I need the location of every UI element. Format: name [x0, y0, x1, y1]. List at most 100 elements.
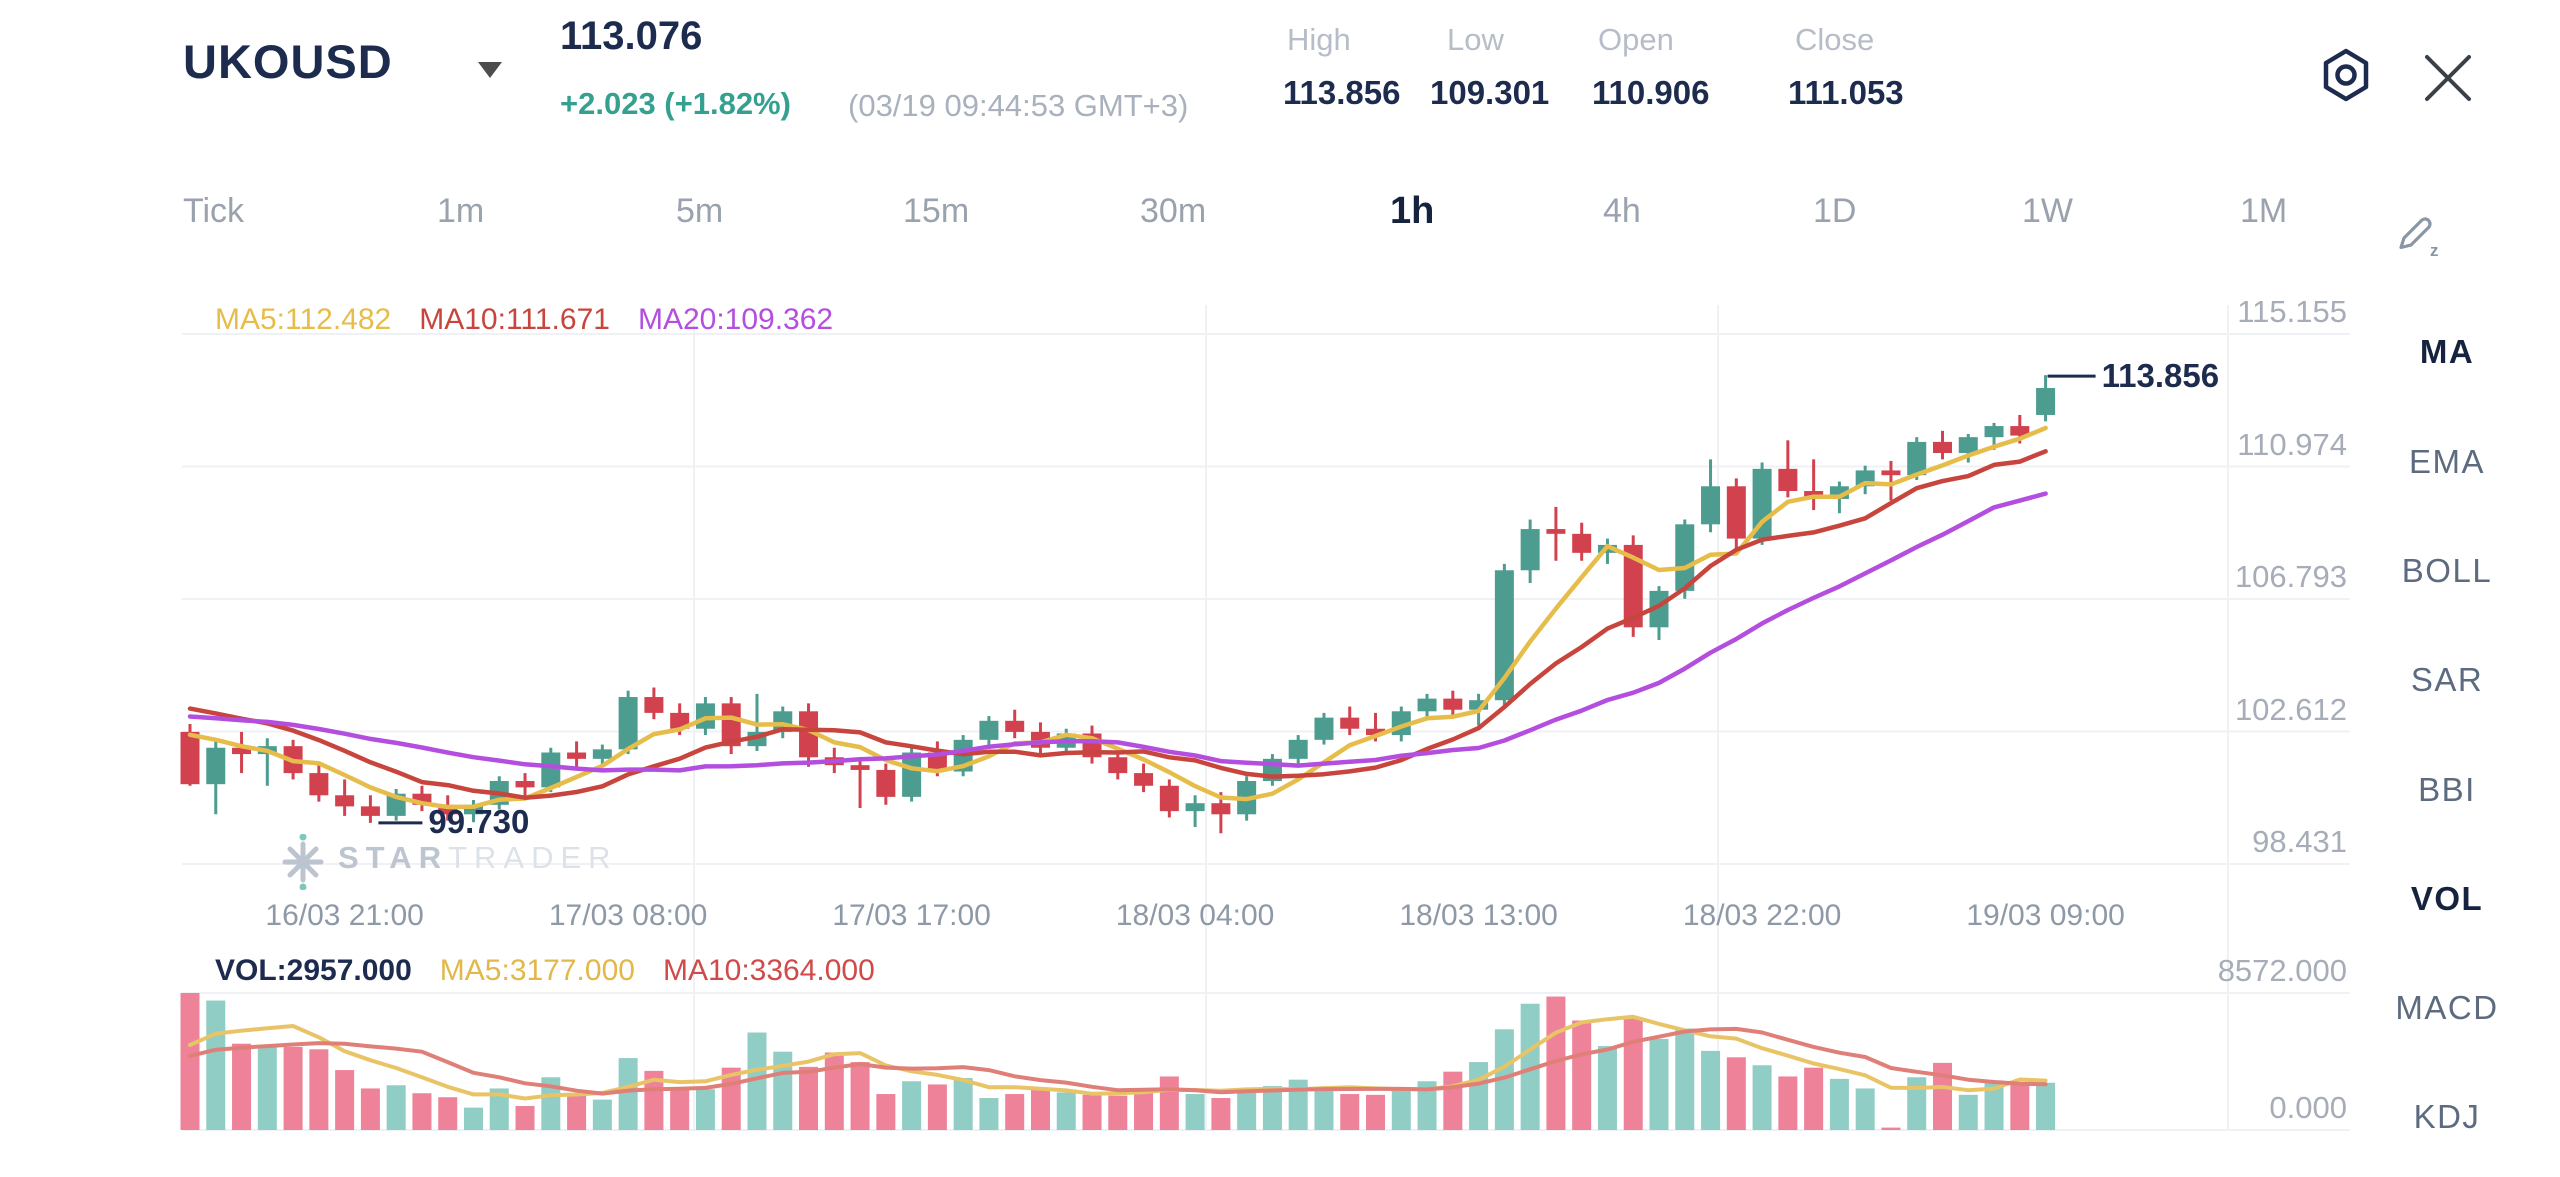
tab-15m[interactable]: 15m — [903, 192, 970, 230]
brand-text-bold: STAR — [338, 840, 449, 875]
candle-body — [360, 806, 380, 816]
volume-bar — [1701, 1050, 1721, 1130]
symbol-selector[interactable]: UKOUSD — [183, 35, 393, 88]
candle-body — [1932, 441, 1952, 454]
tab-5m[interactable]: 5m — [676, 192, 724, 230]
volume-bar — [1056, 1092, 1076, 1130]
candle-body — [1881, 470, 1901, 476]
price-axis-label: 106.793 — [2234, 559, 2347, 594]
ma-legend: MA5:112.482 MA10:111.671 MA20:109.362 — [215, 303, 861, 337]
volume-bar — [902, 1081, 922, 1130]
ma20-line — [187, 491, 2048, 773]
volume-bar — [747, 1032, 767, 1130]
price-axis-label: 98.431 — [2252, 824, 2347, 859]
ma5-line — [187, 425, 2048, 810]
candle-body — [1366, 728, 1386, 736]
volume-bar — [386, 1085, 406, 1130]
brand-text-light: TRADER — [448, 840, 618, 875]
sidebar-item-bbi[interactable]: BBI — [2418, 771, 2476, 808]
legend-entry: MA5:3177.000 — [439, 954, 635, 987]
volume-bar — [412, 1093, 432, 1130]
candle-body — [1572, 533, 1592, 553]
tab-tick[interactable]: Tick — [183, 192, 245, 230]
sidebar-item-ma[interactable]: MA — [2419, 333, 2475, 370]
sidebar-item-boll[interactable]: BOLL — [2401, 552, 2493, 589]
candle-body — [979, 720, 999, 740]
brand-star-icon — [282, 834, 324, 890]
volume-bar — [206, 1000, 226, 1130]
tab-4h[interactable]: 4h — [1603, 192, 1641, 230]
volume-bar — [489, 1088, 509, 1130]
date-axis-label: 19/03 09:00 — [1966, 899, 2125, 932]
volume-bar — [927, 1084, 947, 1130]
legend-entry: MA20:109.362 — [637, 303, 834, 336]
quote-timestamp: (03/19 09:44:53 GMT+3) — [848, 88, 1189, 123]
volume-bar — [438, 1097, 458, 1130]
volume-bar — [1778, 1076, 1798, 1130]
candle-body — [1340, 717, 1360, 729]
volume-bar — [1520, 1003, 1540, 1130]
candle-body — [438, 804, 458, 815]
date-axis-label: 17/03 08:00 — [548, 899, 708, 932]
candle-body — [721, 703, 741, 747]
candle-body — [206, 747, 226, 785]
tab-30m[interactable]: 30m — [1140, 192, 1207, 230]
candle-body — [463, 804, 483, 815]
low-price-marker: 99.730 — [428, 802, 530, 840]
volume-bar — [695, 1089, 715, 1130]
candle-body — [1417, 698, 1437, 712]
volume-bar — [618, 1058, 638, 1130]
svg-text:z: z — [2430, 241, 2439, 260]
volume-bar — [1829, 1078, 1849, 1130]
sidebar-item-vol[interactable]: VOL — [2410, 880, 2484, 917]
volume-bar — [979, 1098, 999, 1130]
sidebar-item-kdj[interactable]: KDJ — [2413, 1098, 2481, 1135]
volume-bar — [592, 1099, 612, 1130]
candle-body — [1752, 468, 1772, 539]
candle-body — [1984, 426, 2004, 438]
volume-bar — [1907, 1077, 1927, 1130]
candle-body — [592, 749, 612, 759]
volume-bar — [1366, 1094, 1386, 1130]
tab-1w[interactable]: 1W — [2022, 192, 2073, 230]
date-axis-label: 17/03 17:00 — [832, 899, 991, 932]
candle-body — [1546, 529, 1566, 534]
volume-legend: VOL:2957.000 MA5:3177.000 MA10:3364.000 — [215, 954, 903, 988]
legend-entry: MA10:111.671 — [419, 303, 610, 336]
candle-body — [1288, 739, 1308, 759]
sidebar-item-sar[interactable]: SAR — [2410, 661, 2484, 698]
tab-1m[interactable]: 1M — [2240, 192, 2288, 230]
close-icon[interactable] — [2422, 52, 2474, 104]
candle-body — [541, 752, 561, 788]
candle-body — [1520, 529, 1540, 571]
draw-tools-icon[interactable]: z — [2392, 206, 2448, 264]
volume-bar — [824, 1052, 844, 1130]
candle-body — [2036, 388, 2056, 415]
volume-axis-label: 0.000 — [2269, 1090, 2347, 1125]
volume-bar — [1984, 1080, 2004, 1130]
candle-body — [1108, 757, 1128, 774]
candle-body — [850, 765, 870, 770]
sidebar-item-macd[interactable]: MACD — [2395, 989, 2499, 1026]
volume-bar — [1237, 1089, 1257, 1130]
sidebar-item-ema[interactable]: EMA — [2408, 443, 2485, 480]
candle-body — [180, 731, 200, 785]
settings-icon[interactable] — [2318, 46, 2374, 106]
chevron-down-icon[interactable] — [478, 62, 502, 78]
date-axis-label: 18/03 22:00 — [1682, 899, 1842, 932]
candle-body — [670, 712, 690, 729]
volume-bar — [257, 1046, 277, 1130]
candle-body — [902, 752, 922, 797]
tab-1d[interactable]: 1D — [1813, 192, 1857, 230]
volume-bar — [1597, 1046, 1617, 1130]
volume-bar — [1958, 1094, 1978, 1130]
volume-bar — [2010, 1082, 2030, 1130]
stat-value-low: 109.301 — [1430, 74, 1550, 111]
volume-bar — [1082, 1094, 1102, 1130]
volume-bar — [850, 1062, 870, 1130]
volume-bar — [1391, 1089, 1411, 1130]
tab-1m[interactable]: 1m — [437, 192, 485, 230]
tab-1h[interactable]: 1h — [1390, 190, 1435, 232]
